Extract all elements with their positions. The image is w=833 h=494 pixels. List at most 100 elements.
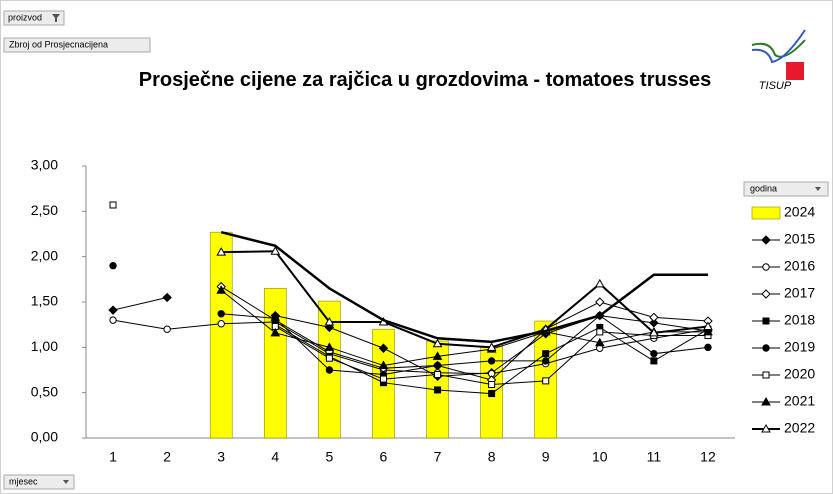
line [221,250,709,349]
logo-line [751,29,806,64]
marker [650,349,658,358]
marker [324,316,335,326]
x-tick-label: 8 [488,449,496,465]
line [112,319,709,375]
marker [761,423,771,433]
x-tick-label: 10 [592,449,608,465]
marker [542,350,550,358]
marker [704,343,712,352]
legend-label: 2016 [784,258,815,274]
marker [542,377,550,385]
marker [594,278,605,288]
line [220,286,708,381]
marker [487,357,496,365]
x-tick-label: 3 [217,449,225,465]
line [221,313,709,376]
marker [649,318,659,328]
dropdown-arrow [815,187,821,191]
marker [109,201,117,209]
marker [324,342,335,351]
marker [270,327,281,337]
marker [488,381,496,389]
marker [486,342,497,351]
marker [378,360,389,369]
marker [703,326,713,336]
dropdown-arrow [63,480,69,484]
marker [217,310,225,318]
value-button[interactable] [3,37,151,53]
marker [432,338,443,348]
legend-title: godina [750,183,777,193]
filter-button-label: proizvod [8,12,42,22]
x-tick-label: 11 [647,449,662,465]
marker [762,371,770,379]
logo-line [751,39,806,58]
marker [378,343,389,353]
filter-icon [52,14,60,22]
marker [649,312,659,323]
marker [270,246,281,255]
marker [762,317,770,325]
marker [596,328,604,336]
marker [271,314,279,323]
marker [761,235,771,245]
marker [762,263,770,271]
x-tick-label: 12 [700,449,716,465]
marker [325,366,334,374]
logo-text: TISUP [759,80,792,92]
x-tick-label: 1 [109,449,117,465]
marker [434,371,442,379]
x-tick-label: 4 [271,449,279,465]
marker [379,375,387,383]
legend-label: 2022 [784,420,815,436]
legend-label: 2024 [784,204,815,220]
marker [703,321,713,330]
marker [649,327,659,337]
x-tick-label: 2 [163,449,171,465]
marker [595,297,605,307]
marker [432,351,443,360]
legend-label: 2018 [784,312,815,328]
marker [434,386,442,394]
marker [488,390,496,398]
legend-label: 2021 [784,393,815,409]
bar [209,231,233,439]
y-tick-label: 2,00 [31,247,58,263]
line [220,289,708,366]
x-button-label: mjesec [9,476,38,486]
marker [108,305,118,315]
y-tick-label: 1,50 [31,293,58,309]
marker [216,285,227,294]
chart-title: Prosječne cijene za rajčica u grozdovima… [138,69,712,91]
marker [325,354,333,362]
marker [594,337,605,347]
line [220,230,708,344]
legend-button[interactable] [743,181,829,197]
marker [109,262,117,270]
y-tick-label: 1,00 [31,338,58,354]
marker [217,320,225,328]
x-tick-label: 7 [434,449,442,465]
legend-label: 2019 [784,339,815,355]
y-tick-label: 2,50 [31,202,58,218]
marker [762,344,770,352]
marker [542,357,550,365]
title-box: Prosječne cijene za rajčica u grozdovima… [138,69,712,91]
marker [109,316,117,324]
logo-square [786,62,804,80]
logo: TISUP [751,29,806,92]
value-button-label: Zbroj od Prosjecnacijena [9,39,108,49]
x-tick-label: 6 [380,449,388,465]
x-button[interactable] [3,474,75,490]
marker [216,247,227,256]
legend-label: 2020 [784,366,815,382]
y-tick-label: 0,50 [31,383,58,399]
filter-button[interactable] [3,10,65,26]
legend-swatch [751,206,781,220]
legend-label: 2017 [784,285,815,301]
bar [263,288,287,439]
x-tick-label: 5 [325,449,333,465]
marker [162,292,172,303]
